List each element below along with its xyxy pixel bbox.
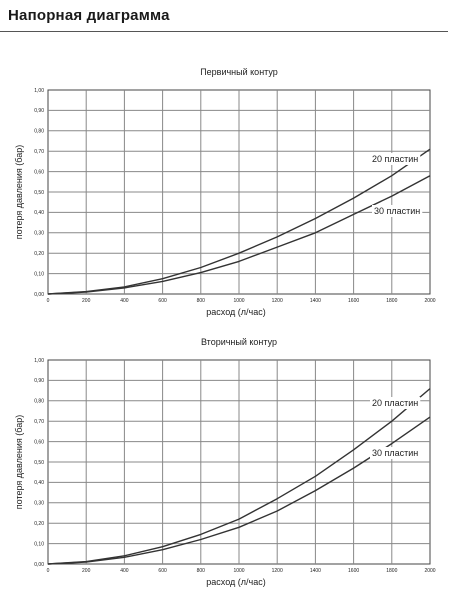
y-tick-label: 0,80 (34, 399, 44, 405)
series-line-2 (47, 416, 431, 565)
x-tick-label: 0 (47, 568, 50, 574)
x-tick-label: 1800 (386, 568, 397, 574)
page-title: Напорная диаграмма (8, 7, 170, 24)
chart-primary-circuit: 0 200 400 600 800 1000 1200 1400 1600 1800 2000 0,0… (14, 67, 436, 317)
y-tick-label: 1,00 (34, 358, 44, 364)
series-label: 30 пластин (374, 206, 420, 216)
x-tick-label: 800 (197, 298, 206, 304)
y-tick-label: 0,40 (34, 210, 44, 216)
page-header: Напорная диаграмма (0, 0, 460, 36)
x-tick-label: 1600 (348, 298, 359, 304)
x-tick-label: 400 (120, 568, 129, 574)
y-tick-label: 0,70 (34, 419, 44, 425)
x-tick-label: 2000 (424, 298, 435, 304)
x-axis-label: расход (л/час) (206, 577, 265, 587)
x-tick-label: 1800 (386, 298, 397, 304)
x-tick-label: 800 (197, 568, 206, 574)
chart-title: Вторичный контур (201, 337, 277, 347)
y-tick-label: 0,80 (34, 129, 44, 135)
series-label: 20 пластин (372, 398, 418, 408)
chart-title: Первичный контур (200, 67, 278, 77)
series-line-2 (47, 175, 431, 295)
x-tick-label: 1400 (310, 568, 321, 574)
x-tick-label: 0 (47, 298, 50, 304)
y-tick-label: 0,10 (34, 271, 44, 277)
y-tick-label: 1,00 (34, 88, 44, 94)
series-label-background (372, 205, 423, 217)
x-tick-label: 1400 (310, 298, 321, 304)
x-tick-label: 600 (158, 568, 167, 574)
y-tick-label: 0,00 (34, 292, 44, 298)
y-tick-label: 0,90 (34, 378, 44, 384)
y-tick-label: 0,60 (34, 439, 44, 445)
series-label-background (370, 153, 421, 165)
y-axis-label: потеря давления (бар) (14, 415, 24, 509)
series-label-background (370, 397, 421, 409)
x-tick-label: 1000 (233, 298, 244, 304)
x-tick-label: 600 (158, 298, 167, 304)
y-tick-label: 0,40 (34, 480, 44, 486)
series-label: 20 пластин (372, 154, 418, 164)
y-tick-label: 0,90 (34, 108, 44, 114)
x-tick-label: 1600 (348, 568, 359, 574)
y-tick-label: 0,00 (34, 562, 44, 568)
y-tick-label: 0,50 (34, 190, 44, 196)
series-line-1 (47, 148, 431, 295)
series-label-background (370, 447, 421, 459)
x-tick-label: 400 (120, 298, 129, 304)
chart-secondary-circuit: 0 200 400 600 800 1000 1200 1400 1600 1800 2000 0,0… (14, 337, 436, 587)
y-tick-label: 0,20 (34, 251, 44, 257)
y-tick-label: 0,60 (34, 169, 44, 175)
x-tick-label: 1200 (272, 298, 283, 304)
y-tick-label: 0,20 (34, 521, 44, 527)
header-divider (0, 31, 448, 32)
x-tick-label: 2000 (424, 568, 435, 574)
y-tick-label: 0,50 (34, 460, 44, 466)
x-axis-label: расход (л/час) (206, 307, 265, 317)
x-tick-label: 1000 (233, 568, 244, 574)
y-tick-label: 0,10 (34, 541, 44, 547)
x-tick-label: 200 (82, 568, 91, 574)
y-tick-label: 0,70 (34, 149, 44, 155)
x-tick-label: 200 (82, 298, 91, 304)
y-tick-label: 0,30 (34, 501, 44, 507)
series-label: 30 пластин (372, 448, 418, 458)
series-line-1 (47, 388, 431, 565)
x-tick-label: 1200 (272, 568, 283, 574)
y-tick-label: 0,30 (34, 231, 44, 237)
y-axis-label: потеря давления (бар) (14, 145, 24, 239)
